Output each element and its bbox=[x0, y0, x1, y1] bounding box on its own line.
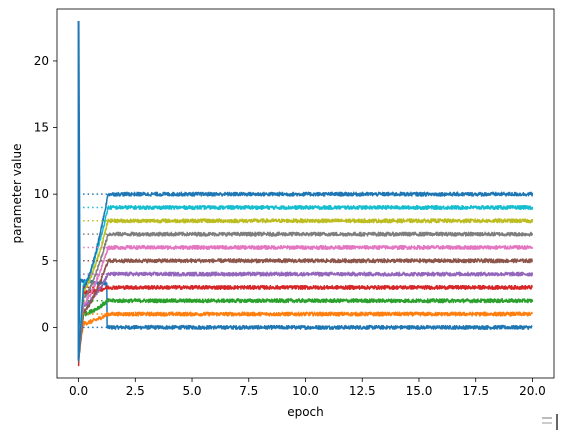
y-axis-ticks: 0 5 10 15 20 bbox=[34, 54, 57, 334]
x-tick-label: 7.5 bbox=[239, 384, 258, 398]
y-tick-label: 5 bbox=[41, 254, 49, 268]
series-line-9 bbox=[77, 204, 534, 354]
x-tick-label: 0.0 bbox=[69, 384, 88, 398]
y-axis-label: parameter value bbox=[10, 144, 24, 244]
x-tick-label: 17.5 bbox=[462, 384, 489, 398]
x-tick-label: 20.0 bbox=[519, 384, 546, 398]
resize-grip-icon[interactable] bbox=[542, 414, 560, 430]
target-lines-layer bbox=[83, 193, 533, 329]
x-tick-label: 10.0 bbox=[292, 384, 319, 398]
y-tick-label: 0 bbox=[41, 320, 49, 334]
initial-spike bbox=[77, 20, 81, 361]
series-line-8 bbox=[77, 218, 534, 358]
series-line-5 bbox=[77, 258, 534, 363]
x-tick-label: 15.0 bbox=[406, 384, 433, 398]
series-layer bbox=[77, 20, 534, 367]
x-tick-label: 12.5 bbox=[349, 384, 376, 398]
y-tick-label: 10 bbox=[34, 187, 49, 201]
series-line-0 bbox=[77, 278, 533, 349]
y-tick-label: 15 bbox=[34, 121, 49, 135]
x-tick-label: 2.5 bbox=[126, 384, 145, 398]
x-axis-ticks: 0.0 2.5 5.0 7.5 10.0 12.5 15.0 17.5 20.0 bbox=[69, 378, 546, 398]
x-axis-label: epoch bbox=[287, 405, 324, 419]
x-tick-label: 5.0 bbox=[182, 384, 201, 398]
y-tick-label: 20 bbox=[34, 54, 49, 68]
